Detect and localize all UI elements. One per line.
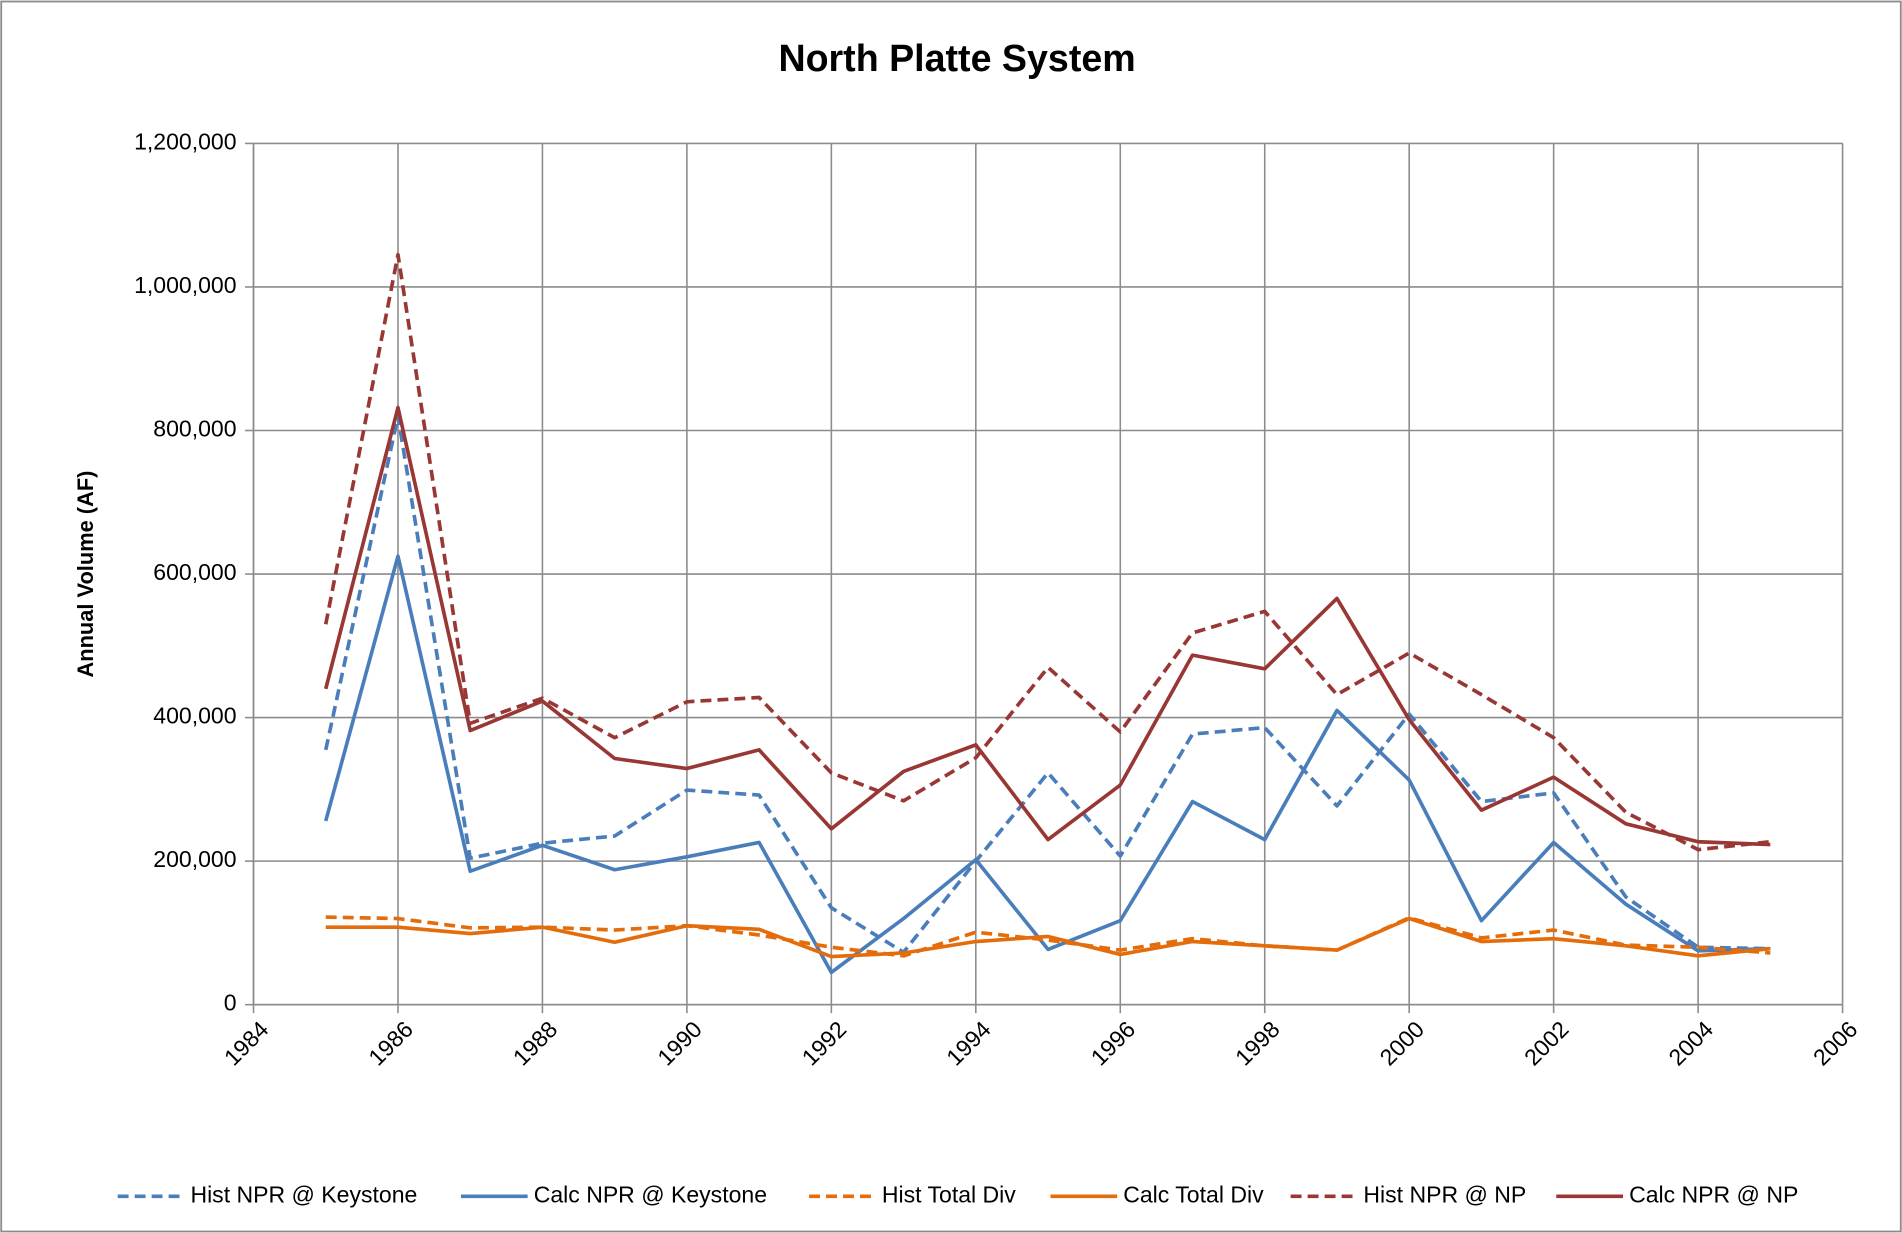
legend-label: Calc NPR @ Keystone bbox=[534, 1181, 767, 1207]
chart-title: North Platte System bbox=[778, 37, 1135, 79]
y-tick-label: 800,000 bbox=[153, 416, 236, 442]
y-tick-label: 0 bbox=[224, 990, 237, 1016]
y-tick-label: 600,000 bbox=[153, 559, 236, 585]
series-line bbox=[323, 405, 1771, 847]
y-tick-label: 1,000,000 bbox=[134, 272, 236, 298]
series-line bbox=[323, 414, 1771, 955]
legend-label: Hist NPR @ Keystone bbox=[190, 1181, 417, 1207]
series-line bbox=[325, 915, 1771, 958]
y-axis-label: Annual Volume (AF) bbox=[73, 471, 98, 678]
legend-label: Hist NPR @ NP bbox=[1363, 1181, 1526, 1207]
series-line bbox=[323, 252, 1771, 852]
legend-label: Calc Total Div bbox=[1123, 1181, 1264, 1207]
y-tick-label: 1,200,000 bbox=[134, 129, 236, 155]
series-line bbox=[323, 554, 1771, 975]
y-tick-label: 400,000 bbox=[153, 703, 236, 729]
legend-label: Hist Total Div bbox=[882, 1181, 1016, 1207]
y-tick-label: 200,000 bbox=[153, 846, 236, 872]
legend-label: Calc NPR @ NP bbox=[1629, 1181, 1798, 1207]
series-line bbox=[325, 916, 1771, 959]
